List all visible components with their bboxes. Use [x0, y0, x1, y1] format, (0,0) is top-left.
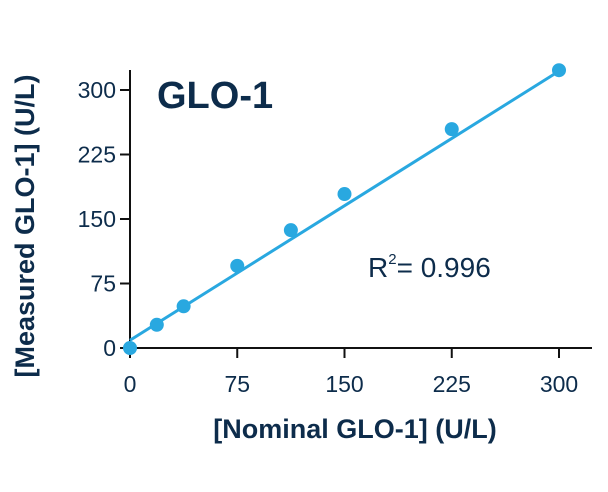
- y-tick-label: 225: [78, 142, 116, 168]
- data-point: [176, 299, 191, 314]
- x-axis-label: [Nominal GLO-1] (U/L): [213, 414, 496, 444]
- x-tick-label: 0: [124, 371, 137, 397]
- y-tick-label: 0: [103, 335, 116, 361]
- y-axis-label: [Measured GLO-1] (U/L): [10, 74, 40, 377]
- x-tick-label: 300: [540, 371, 578, 397]
- r-value: = 0.996: [397, 252, 491, 283]
- data-point: [283, 223, 298, 238]
- data-point: [337, 187, 352, 202]
- svg-text:R2= 0.996: R2= 0.996: [368, 251, 491, 283]
- fit-line: [129, 69, 560, 342]
- data-point: [149, 317, 164, 332]
- r-squared-annotation: R2= 0.996: [368, 251, 491, 283]
- data-point: [230, 258, 245, 273]
- r-superscript: 2: [388, 251, 396, 268]
- x-tick-label: 225: [433, 371, 471, 397]
- data-point: [444, 122, 459, 137]
- chart-title: GLO-1: [157, 75, 273, 117]
- r-label: R: [368, 252, 388, 283]
- data-point: [123, 341, 137, 355]
- data-point: [552, 63, 566, 78]
- x-tick-label: 75: [224, 371, 250, 397]
- y-tick-label: 300: [78, 77, 116, 103]
- y-tick-label: 75: [90, 271, 116, 297]
- x-tick-label: 150: [325, 371, 363, 397]
- y-tick-label: 150: [78, 206, 116, 232]
